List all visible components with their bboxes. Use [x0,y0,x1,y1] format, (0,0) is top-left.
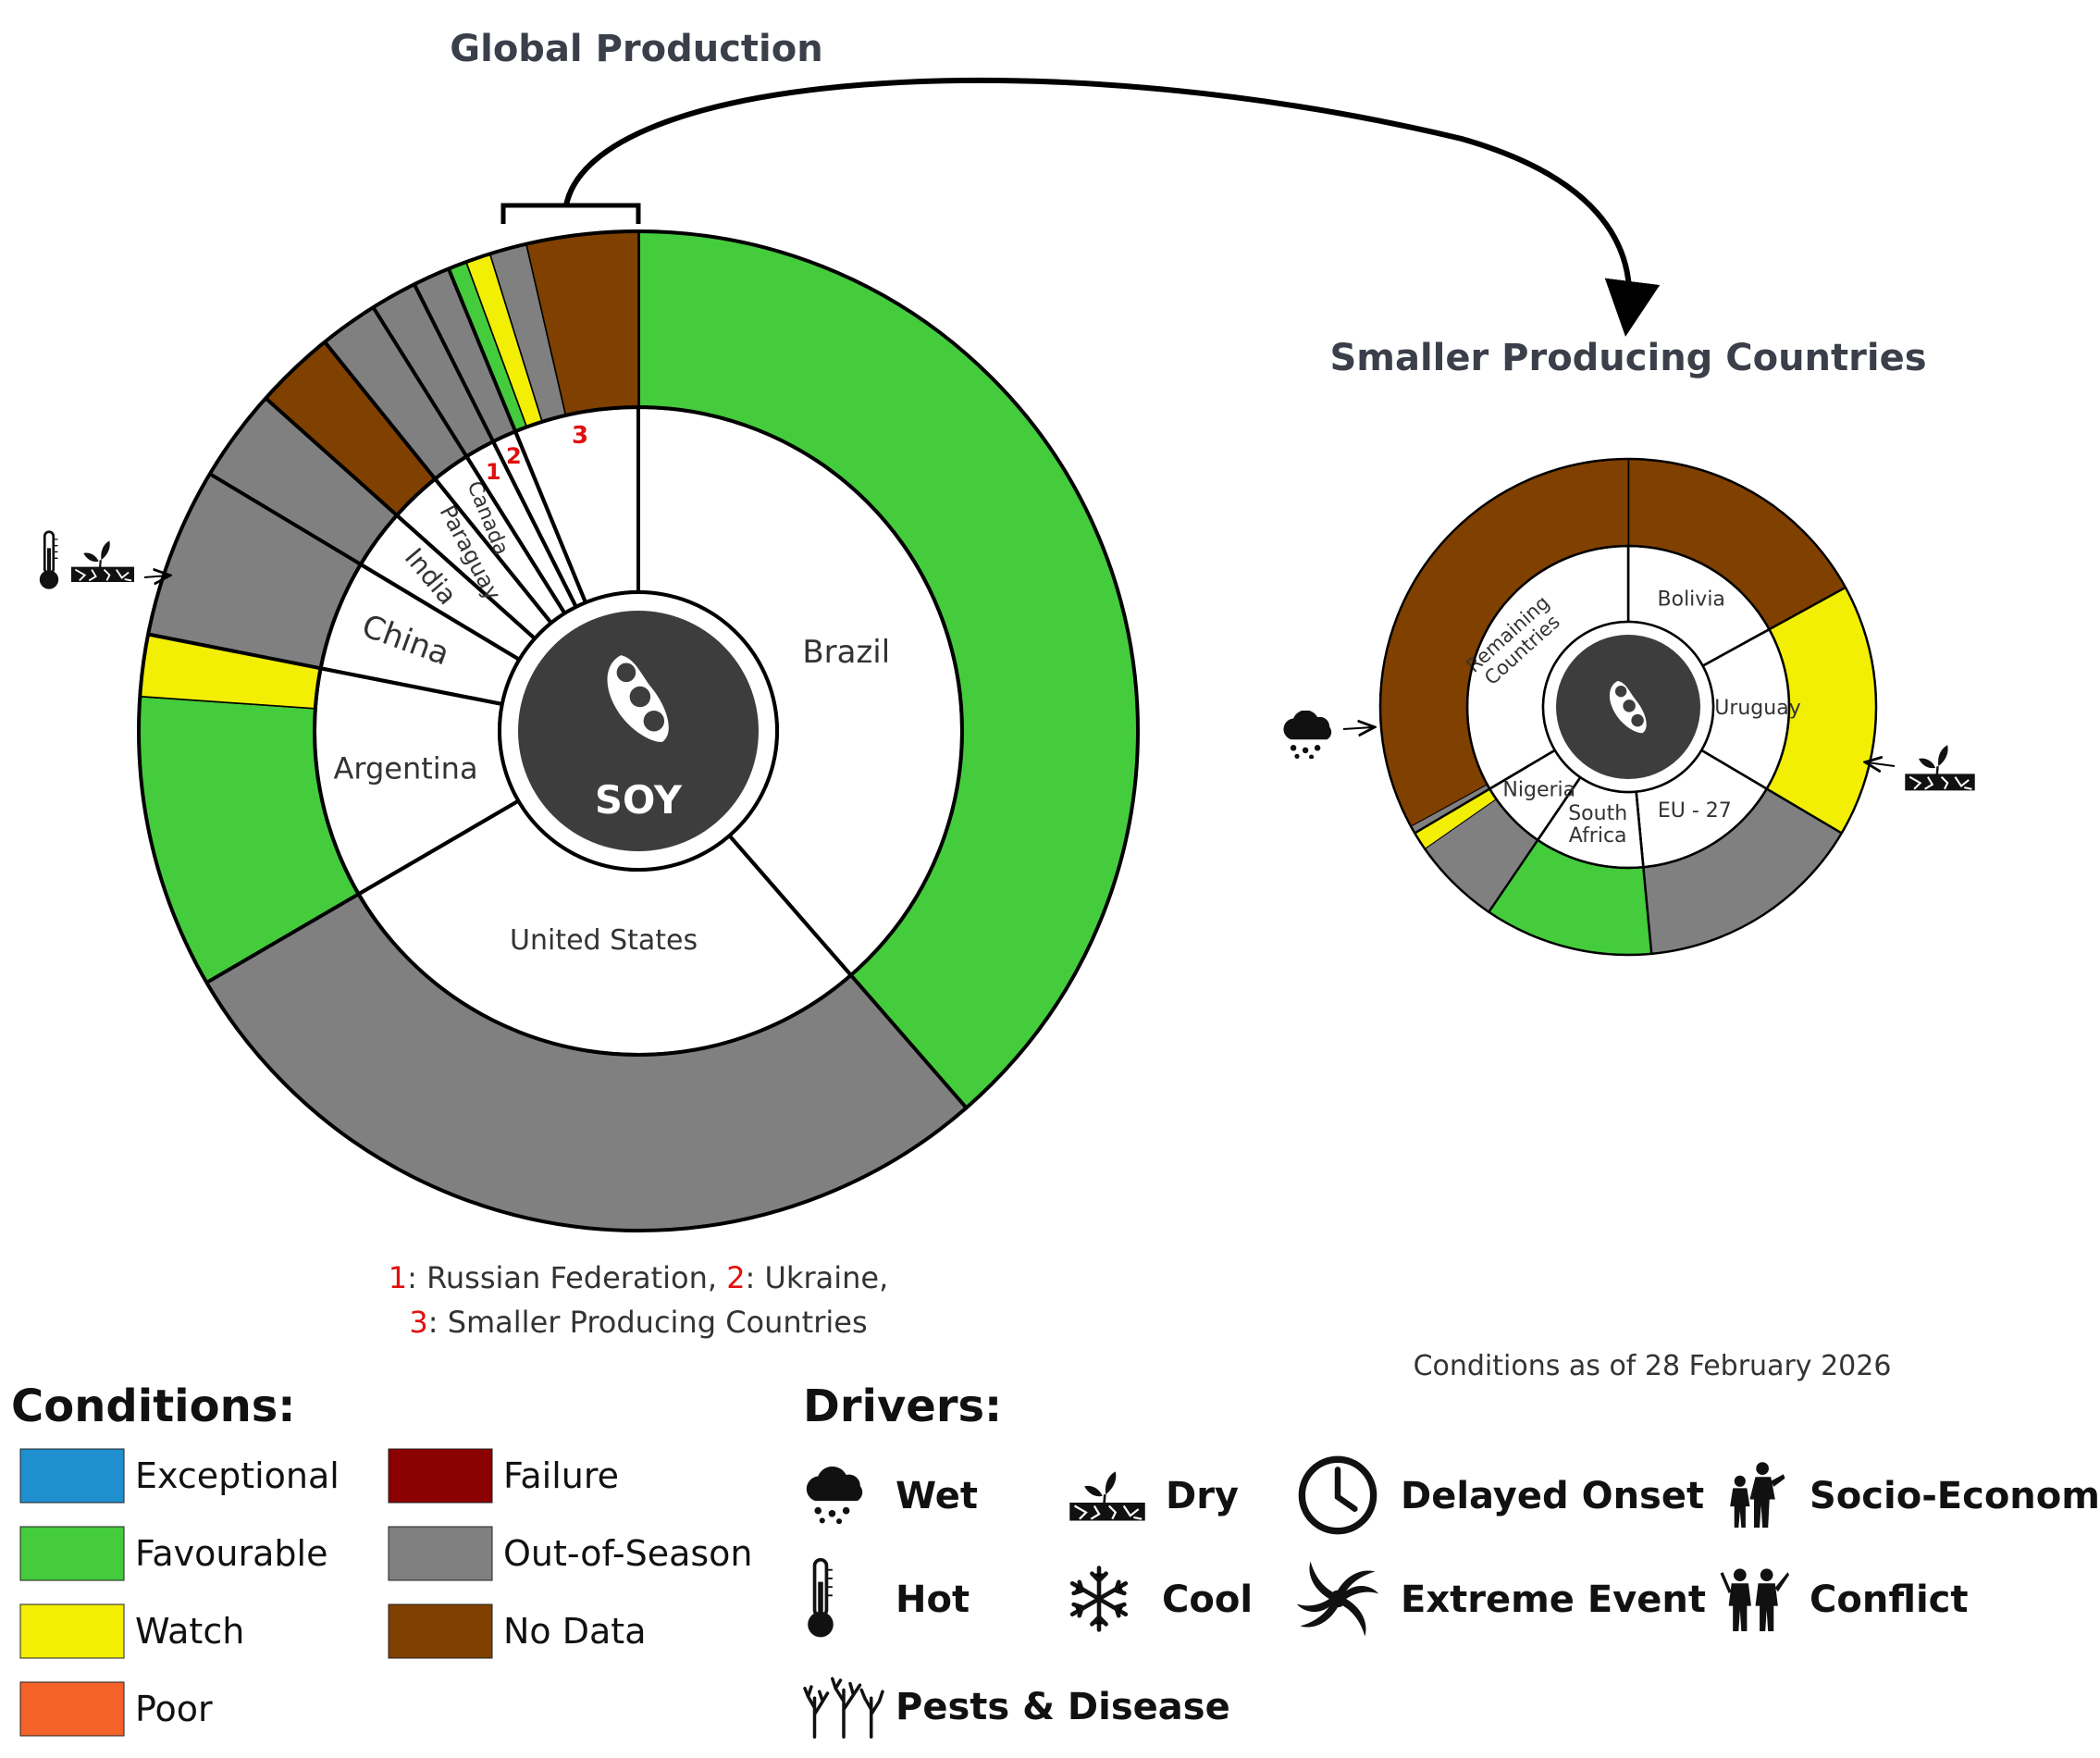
drivers-legend: Drivers: Wet Dry Delayed Onset Socio-Econom… [803,1380,2100,1739]
argentina-driver-marker [38,530,168,591]
country-label-united-states: United States [510,923,698,956]
dry-soil-icon [1904,743,1976,792]
segment-divider [1488,776,1582,913]
driver-legend-item-extreme-event: Extreme Event [1296,1561,1706,1637]
segment-divider [371,306,567,614]
rain-cloud-icon [1283,711,1332,759]
condition-legend-item-no-data: No Data [388,1603,647,1659]
dead-trees-icon [803,1677,884,1739]
footnote-line-2: 3: Smaller Producing Countries [409,1305,867,1340]
country-label-south-africa: South Africa [1568,802,1627,848]
clock-icon [1302,1459,1373,1530]
condition-swatch [19,1681,125,1737]
segment-divider [264,396,537,640]
condition-swatch [388,1526,493,1581]
conditions-legend: Conditions: Exceptional Favourable Watch Po… [11,1380,753,1737]
country-label-brazil: Brazil [802,633,890,670]
segment-divider [1702,586,1847,667]
condition-legend-item-poor: Poor [19,1681,213,1737]
country-label-smaller-producing-countries: 3 [572,422,588,450]
driver-legend-item-dry: Dry [1068,1469,1239,1522]
smaller-producers-title: Smaller Producing Countries [1329,337,1926,379]
outer-ring-border [1378,457,1878,957]
driver-legend-item-pests-disease: Pests & Disease [803,1677,1230,1739]
condition-legend-label: Poor [135,1689,213,1729]
dry-soil-icon [69,539,136,584]
dry-soil-icon [1068,1469,1147,1522]
country-label-argentina: Argentina [333,750,477,786]
segment-divider [447,267,587,603]
ring-divider [1465,544,1791,870]
drivers-legend-title: Drivers: [803,1380,1002,1432]
condition-legend-label: Failure [503,1455,619,1496]
driver-legend-label: Socio-Economic [1810,1475,2100,1517]
driver-legend-label: Dry [1166,1475,1239,1517]
country-label-bolivia: Bolivia [1658,588,1725,612]
as-of-date: Conditions as of 28 February 2026 [1414,1350,1892,1382]
segment-divider [205,799,520,984]
ring-divider [313,405,964,1057]
segment-divider [208,472,521,662]
condition-legend-label: Out-of-Season [503,1533,753,1574]
condition-legend-label: No Data [503,1611,647,1652]
condition-legend-item-exceptional: Exceptional [19,1448,340,1504]
thermometer-icon [808,1560,834,1638]
condition-legend-item-failure: Failure [388,1448,619,1504]
conditions-legend-title: Conditions: [11,1380,296,1432]
driver-legend-label: Cool [1162,1578,1253,1621]
condition-swatch [388,1448,493,1504]
country-label-eu-27: EU - 27 [1658,799,1732,823]
country-label-nigeria: Nigeria [1502,778,1575,801]
condition-legend-label: Exceptional [135,1455,340,1496]
driver-legend-item-conflict: Conflict [1720,1568,1969,1631]
driver-legend-item-wet: Wet [806,1467,978,1524]
driver-legend-item-cool: Cool [1072,1568,1253,1630]
smaller-producers-connector [500,77,1661,337]
rain-cloud-icon [806,1467,863,1524]
nigeria-driver-marker [1283,711,1373,759]
center-label: SOY [595,777,683,823]
segment-divider [1700,749,1843,835]
driver-legend-label: Conflict [1810,1578,1969,1621]
condition-swatch [19,1603,125,1659]
condition-swatch [19,1526,125,1581]
driver-legend-item-hot: Hot [808,1560,970,1638]
segment-divider [1414,749,1556,835]
uruguay-driver-marker [1867,743,1976,792]
condition-legend-label: Watch [135,1611,244,1652]
condition-legend-item-favourable: Favourable [19,1526,327,1581]
segment-divider [323,340,553,625]
condition-swatch [388,1603,493,1659]
driver-legend-label: Pests & Disease [896,1686,1230,1728]
driver-legend-item-socio-economic: Socio-Economic [1730,1462,2100,1528]
global-production-title: Global Production [450,28,822,70]
people-icon [1730,1462,1785,1528]
segment-divider [727,834,969,1109]
driver-legend-label: Extreme Event [1401,1578,1706,1621]
condition-legend-item-watch: Watch [19,1603,244,1659]
condition-swatch [19,1448,125,1504]
segment-divider [1635,791,1653,954]
driver-legend-label: Hot [896,1578,970,1621]
driver-legend-label: Wet [896,1475,978,1517]
condition-legend-label: Favourable [135,1533,327,1574]
outer-ring-border [137,229,1140,1232]
condition-legend-item-out-of-season: Out-of-Season [388,1526,753,1581]
thermometer-icon [38,530,60,591]
country-label-russian-federation: 1 [486,459,501,485]
cyclone-icon [1296,1561,1379,1637]
segment-divider [147,632,503,706]
segment-divider [413,283,578,608]
driver-legend-item-delayed-onset: Delayed Onset [1302,1459,1704,1530]
snowflake-icon [1072,1568,1126,1630]
country-label-ukraine: 2 [506,443,522,469]
driver-legend-label: Delayed Onset [1401,1475,1704,1517]
soldiers-icon [1720,1568,1789,1631]
country-label-uruguay: Uruguay [1714,697,1801,720]
footnote-line-1: 1: Russian Federation, 2: Ukraine, [389,1260,889,1295]
